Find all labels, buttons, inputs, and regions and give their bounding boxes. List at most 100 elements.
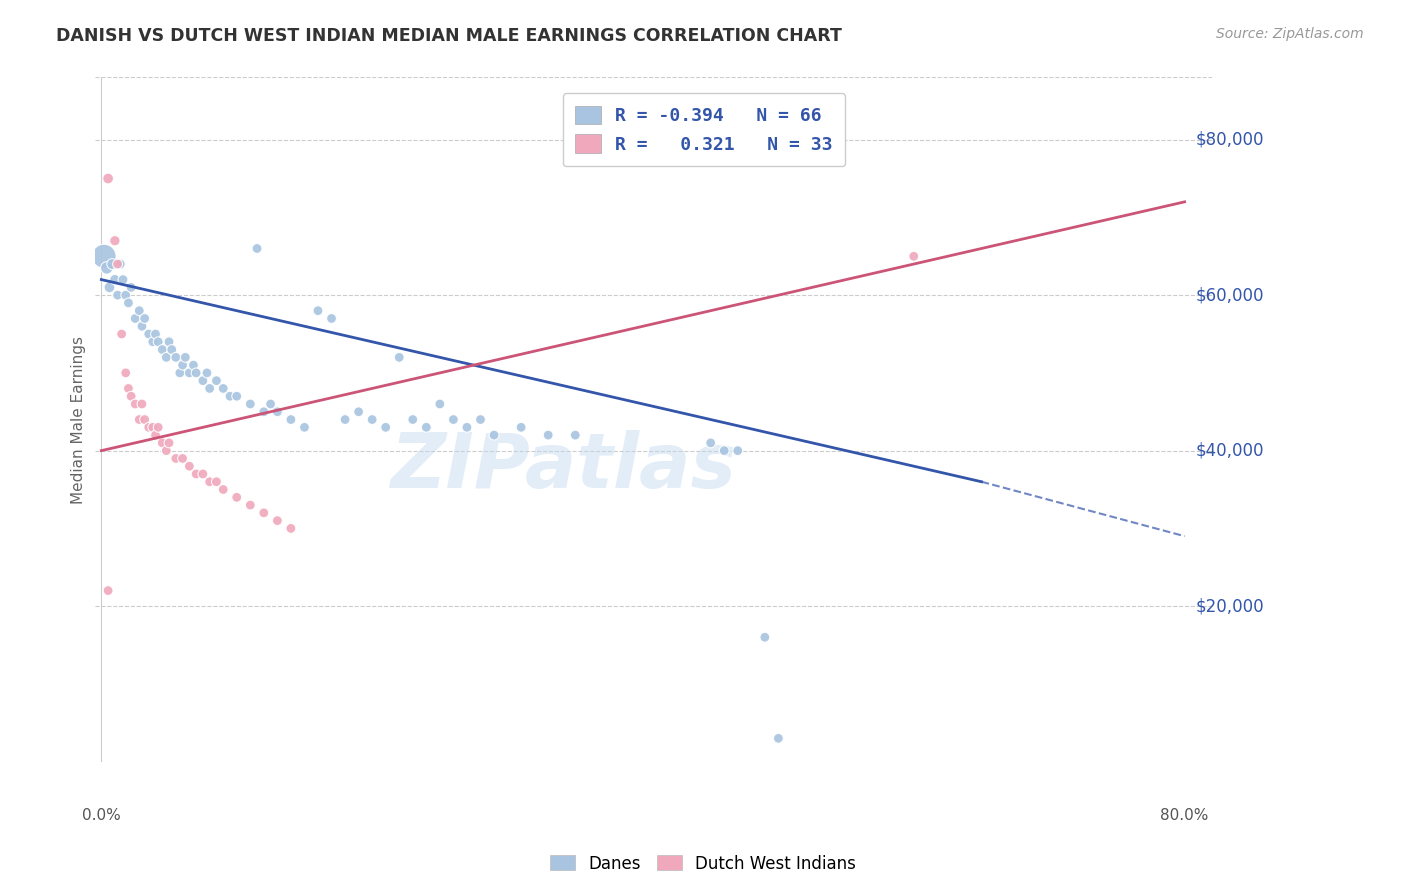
- Point: [184, 366, 207, 380]
- Point: [239, 498, 262, 512]
- Point: [131, 319, 153, 334]
- Point: [114, 366, 136, 380]
- Point: [225, 491, 247, 505]
- Point: [768, 731, 790, 746]
- Text: 0.0%: 0.0%: [82, 808, 121, 823]
- Point: [388, 351, 411, 365]
- Text: $20,000: $20,000: [1195, 597, 1264, 615]
- Point: [212, 381, 235, 395]
- Point: [160, 343, 183, 357]
- Point: [124, 397, 146, 411]
- Point: [205, 475, 228, 489]
- Point: [165, 451, 187, 466]
- Point: [266, 405, 288, 419]
- Point: [120, 389, 142, 403]
- Point: [157, 435, 180, 450]
- Point: [212, 483, 235, 497]
- Point: [134, 412, 156, 426]
- Point: [184, 467, 207, 481]
- Point: [93, 249, 115, 263]
- Point: [98, 280, 121, 294]
- Point: [148, 420, 170, 434]
- Point: [111, 272, 134, 286]
- Point: [510, 420, 533, 434]
- Point: [165, 351, 187, 365]
- Point: [150, 343, 173, 357]
- Point: [111, 326, 134, 341]
- Point: [537, 428, 560, 442]
- Point: [114, 288, 136, 302]
- Point: [191, 374, 214, 388]
- Point: [225, 389, 247, 403]
- Point: [219, 389, 242, 403]
- Point: [155, 443, 177, 458]
- Point: [441, 412, 464, 426]
- Point: [110, 257, 132, 271]
- Legend: Danes, Dutch West Indians: Danes, Dutch West Indians: [543, 848, 863, 880]
- Point: [142, 420, 165, 434]
- Point: [174, 351, 197, 365]
- Point: [169, 366, 191, 380]
- Point: [150, 435, 173, 450]
- Point: [280, 412, 302, 426]
- Point: [470, 412, 492, 426]
- Point: [347, 405, 370, 419]
- Point: [266, 514, 288, 528]
- Point: [321, 311, 343, 326]
- Point: [307, 303, 329, 318]
- Point: [179, 459, 201, 474]
- Point: [205, 374, 228, 388]
- Point: [699, 435, 721, 450]
- Point: [155, 351, 177, 365]
- Point: [374, 420, 396, 434]
- Point: [145, 326, 167, 341]
- Text: 80.0%: 80.0%: [1160, 808, 1209, 823]
- Point: [294, 420, 316, 434]
- Point: [456, 420, 478, 434]
- Text: DANISH VS DUTCH WEST INDIAN MEDIAN MALE EARNINGS CORRELATION CHART: DANISH VS DUTCH WEST INDIAN MEDIAN MALE …: [56, 27, 842, 45]
- Point: [172, 358, 194, 372]
- Point: [195, 366, 218, 380]
- Point: [131, 397, 153, 411]
- Point: [104, 272, 127, 286]
- Legend: R = -0.394   N = 66, R =   0.321   N = 33: R = -0.394 N = 66, R = 0.321 N = 33: [562, 94, 845, 166]
- Point: [101, 257, 124, 271]
- Point: [198, 381, 221, 395]
- Text: Source: ZipAtlas.com: Source: ZipAtlas.com: [1216, 27, 1364, 41]
- Point: [198, 475, 221, 489]
- Point: [280, 521, 302, 535]
- Point: [117, 381, 139, 395]
- Text: $60,000: $60,000: [1195, 286, 1264, 304]
- Point: [138, 420, 160, 434]
- Point: [120, 280, 142, 294]
- Point: [246, 242, 269, 256]
- Point: [191, 467, 214, 481]
- Point: [107, 288, 129, 302]
- Point: [145, 428, 167, 442]
- Text: $80,000: $80,000: [1195, 130, 1264, 149]
- Point: [142, 334, 165, 349]
- Point: [482, 428, 505, 442]
- Point: [429, 397, 451, 411]
- Point: [183, 358, 205, 372]
- Point: [361, 412, 384, 426]
- Point: [402, 412, 425, 426]
- Text: ZIPatlas: ZIPatlas: [391, 431, 737, 505]
- Text: $40,000: $40,000: [1195, 442, 1264, 459]
- Point: [138, 326, 160, 341]
- Point: [903, 249, 925, 263]
- Point: [415, 420, 437, 434]
- Point: [128, 412, 150, 426]
- Point: [124, 311, 146, 326]
- Point: [172, 451, 194, 466]
- Point: [239, 397, 262, 411]
- Point: [97, 583, 120, 598]
- Point: [259, 397, 281, 411]
- Point: [104, 234, 127, 248]
- Point: [179, 366, 201, 380]
- Point: [754, 630, 776, 644]
- Point: [107, 257, 129, 271]
- Point: [727, 443, 749, 458]
- Y-axis label: Median Male Earnings: Median Male Earnings: [72, 335, 86, 504]
- Point: [253, 506, 276, 520]
